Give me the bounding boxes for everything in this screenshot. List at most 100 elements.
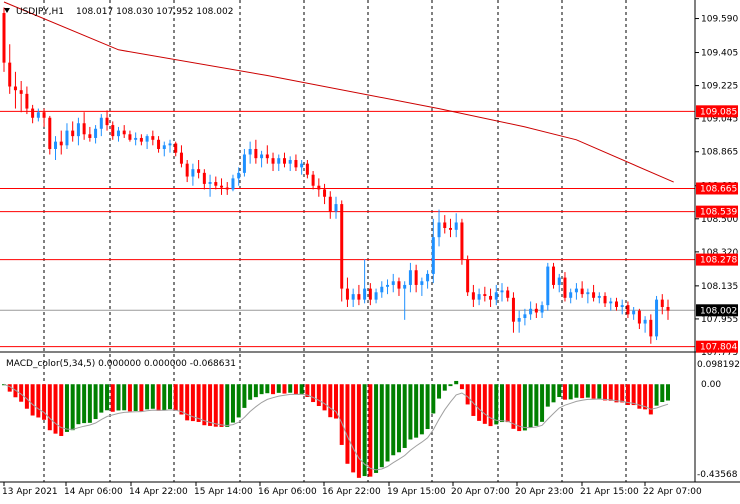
candle (351, 288, 355, 307)
candle-body (403, 284, 407, 289)
price-tick-label: 109.405 (701, 49, 738, 59)
macd-bar (494, 384, 499, 425)
chart-frame (0, 0, 740, 483)
candle-body (494, 292, 498, 300)
collapse-triangle-icon[interactable] (4, 8, 10, 13)
price-tick-label: 108.320 (701, 248, 738, 258)
macd-bar (391, 384, 396, 456)
candle (517, 310, 521, 333)
candle (208, 174, 212, 197)
candle (254, 139, 258, 164)
candle-body (128, 134, 132, 140)
time-axis: 13 Apr 2021 14 Apr 06:00 14 Apr 22:00 15 Ap… (2, 482, 702, 497)
macd-bar (110, 384, 115, 412)
candle (8, 44, 12, 94)
candle-body (265, 154, 269, 159)
candle-body (282, 158, 286, 164)
candle-body (294, 160, 298, 168)
level-price-tag-label: 109.085 (700, 107, 737, 117)
candle (128, 130, 132, 142)
price-tick-label: 108.135 (701, 282, 738, 292)
candle-body (351, 294, 355, 300)
candle (569, 288, 573, 304)
macd-bar (511, 384, 516, 429)
candle-body (162, 145, 166, 149)
level-price-tag-label: 107.804 (700, 343, 737, 353)
candle (420, 277, 424, 296)
candle-body (76, 123, 80, 137)
macd-bar (122, 384, 127, 411)
macd-bar (70, 384, 75, 431)
candle (580, 281, 584, 298)
macd-bar (265, 384, 270, 394)
macd-bar (53, 384, 58, 434)
macd-bar (448, 384, 453, 387)
candle (294, 154, 298, 172)
macd-bar (608, 384, 613, 401)
price-tick-label: 108.500 (701, 215, 738, 225)
macd-bar (133, 384, 138, 411)
candle (2, 7, 6, 72)
symbol-label: USDJPY,H1 (16, 7, 64, 17)
macd-bar (299, 384, 304, 394)
candle-body (374, 292, 378, 300)
candle-body (288, 160, 292, 164)
candle (494, 284, 498, 306)
candle-body (574, 288, 578, 293)
macd-bar (402, 384, 407, 448)
candle-body (254, 148, 258, 159)
candle-body (546, 266, 550, 306)
candle (225, 182, 229, 195)
macd-bar (643, 384, 648, 410)
candle (122, 125, 126, 138)
candle-body (500, 290, 504, 293)
candle (437, 209, 441, 247)
macd-bar (522, 384, 527, 431)
candle (431, 218, 435, 284)
macd-bar (36, 384, 41, 418)
candle (145, 134, 149, 149)
macd-bar (431, 384, 436, 414)
candle (460, 218, 464, 265)
candle (99, 114, 103, 137)
chart-header: USDJPY,H1 108.017 108.030 107.952 108.00… (4, 7, 233, 17)
candle-body (614, 301, 618, 307)
candle (552, 262, 556, 289)
macd-bar (414, 384, 419, 438)
candle-body (517, 318, 521, 322)
candle (403, 281, 407, 320)
candle-body (59, 141, 63, 146)
candle (328, 191, 332, 219)
price-tick-label: 108.865 (701, 148, 738, 158)
candle (179, 145, 183, 168)
candle (185, 160, 189, 183)
candle-body (386, 284, 390, 287)
candle-body (151, 136, 155, 140)
candle (655, 295, 659, 341)
macd-bar (19, 384, 24, 402)
macd-bar (127, 384, 132, 412)
macd-bar (339, 384, 344, 445)
time-tick-label: 22 Apr 07:00 (643, 487, 702, 497)
macd-bar (374, 384, 379, 473)
macd-bar (145, 384, 150, 410)
candle-body (597, 295, 601, 298)
candle-body (174, 143, 178, 153)
candle (42, 108, 46, 127)
candle (666, 299, 670, 320)
candle-body (105, 117, 109, 126)
candle-body (220, 185, 224, 188)
macd-bar (230, 384, 235, 423)
candle-body (168, 143, 172, 146)
price-tick-label: 107.955 (701, 315, 738, 325)
macd-bar (82, 384, 87, 424)
candle-body (357, 294, 361, 300)
vertical-grid (43, 0, 627, 482)
macd-bar (99, 384, 104, 413)
candle-body (311, 174, 315, 186)
macd-bar (551, 384, 556, 403)
candle (54, 136, 58, 161)
macd-bar (7, 384, 12, 392)
